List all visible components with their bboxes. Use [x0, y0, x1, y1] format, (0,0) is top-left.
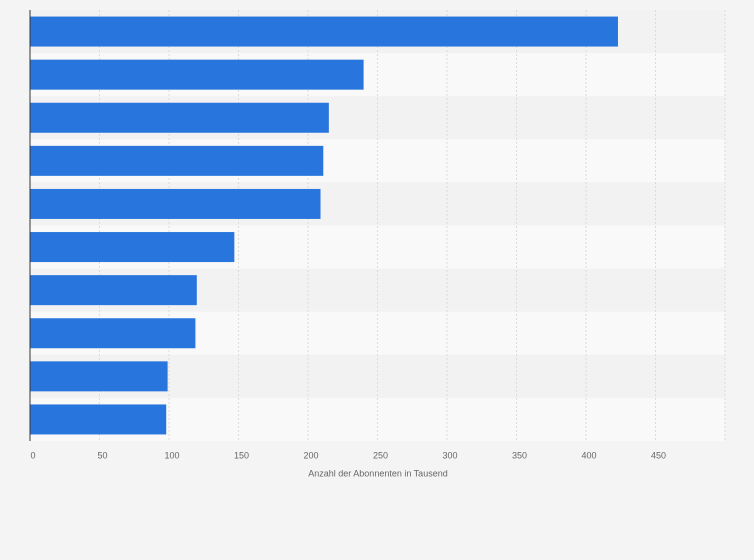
x-tick-label: 450 — [651, 450, 666, 460]
bar — [30, 16, 618, 47]
bar — [30, 102, 329, 133]
bar — [30, 59, 364, 90]
x-tick-label: 400 — [581, 450, 596, 460]
x-tick-label: 0 — [30, 450, 35, 460]
bar — [30, 188, 321, 219]
bar — [30, 318, 196, 349]
bar — [30, 275, 197, 306]
bar — [30, 145, 324, 176]
x-tick-label: 150 — [234, 450, 249, 460]
x-tick-label: 100 — [164, 450, 179, 460]
x-tick-label: 200 — [303, 450, 318, 460]
x-tick-label: 300 — [442, 450, 457, 460]
x-tick-label: 50 — [97, 450, 107, 460]
bar — [30, 404, 167, 435]
bar — [30, 232, 235, 263]
x-tick-label: 250 — [373, 450, 388, 460]
bar — [30, 361, 168, 392]
x-axis-title: Anzahl der Abonnenten in Tausend — [308, 468, 447, 478]
x-tick-label: 350 — [512, 450, 527, 460]
